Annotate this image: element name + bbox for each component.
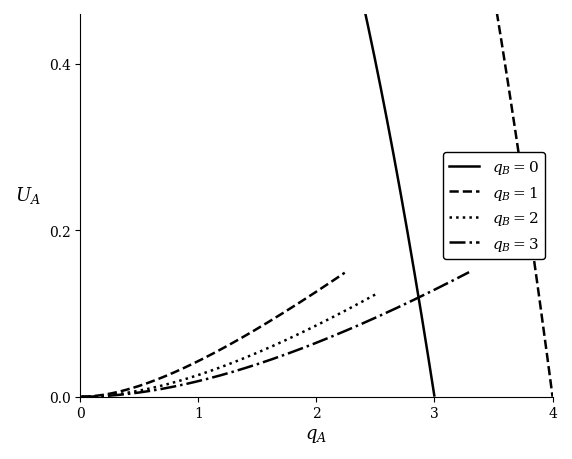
Y-axis label: $U_A$: $U_A$ [15, 185, 41, 206]
Line: $q_B = 1$: $q_B = 1$ [80, 0, 553, 397]
Line: $q_B = 0$: $q_B = 0$ [80, 0, 434, 396]
$q_B = 0$ [416, 304, 423, 310]
$q_B = 0$ [426, 363, 433, 368]
$q_B = 0$ [431, 393, 438, 398]
$q_B = 1$ [549, 394, 556, 400]
Legend: $q_B = 0$, $q_B = 1$, $q_B = 2$, $q_B = 3$: $q_B = 0$, $q_B = 1$, $q_B = 2$, $q_B = … [443, 152, 545, 259]
X-axis label: $q_A$: $q_A$ [305, 426, 327, 444]
